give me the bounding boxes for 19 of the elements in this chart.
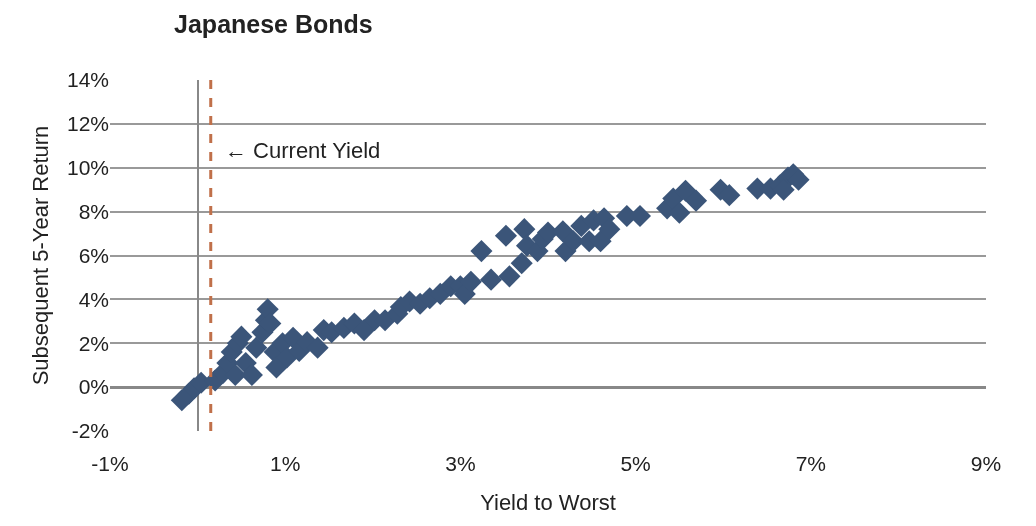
y-tick-label: 0% (78, 375, 109, 399)
y-tick-label: 6% (78, 243, 109, 267)
y-tick-label: 12% (66, 112, 109, 136)
y-tick-label: 14% (66, 68, 109, 92)
y-axis-title: Subsequent 5-Year Return (27, 125, 53, 386)
ref-line-label: ← Current Yield (225, 138, 381, 163)
x-axis-title: Yield to Worst (480, 489, 616, 515)
y-tick-label: 4% (78, 287, 109, 311)
x-tick-label: -1% (91, 452, 129, 475)
x-tick-label: 9% (970, 452, 1002, 475)
chart-title: Japanese Bonds (174, 10, 373, 39)
x-tick-label: 7% (795, 452, 826, 475)
y-tick-label: 2% (78, 331, 109, 355)
y-tick-label: 10% (66, 156, 109, 180)
x-tick-label: 1% (270, 452, 301, 475)
x-tick-label: 3% (445, 452, 476, 475)
y-tick-label: -2% (71, 419, 109, 443)
x-tick-label: 5% (620, 452, 651, 475)
y-tick-label: 8% (78, 199, 109, 223)
